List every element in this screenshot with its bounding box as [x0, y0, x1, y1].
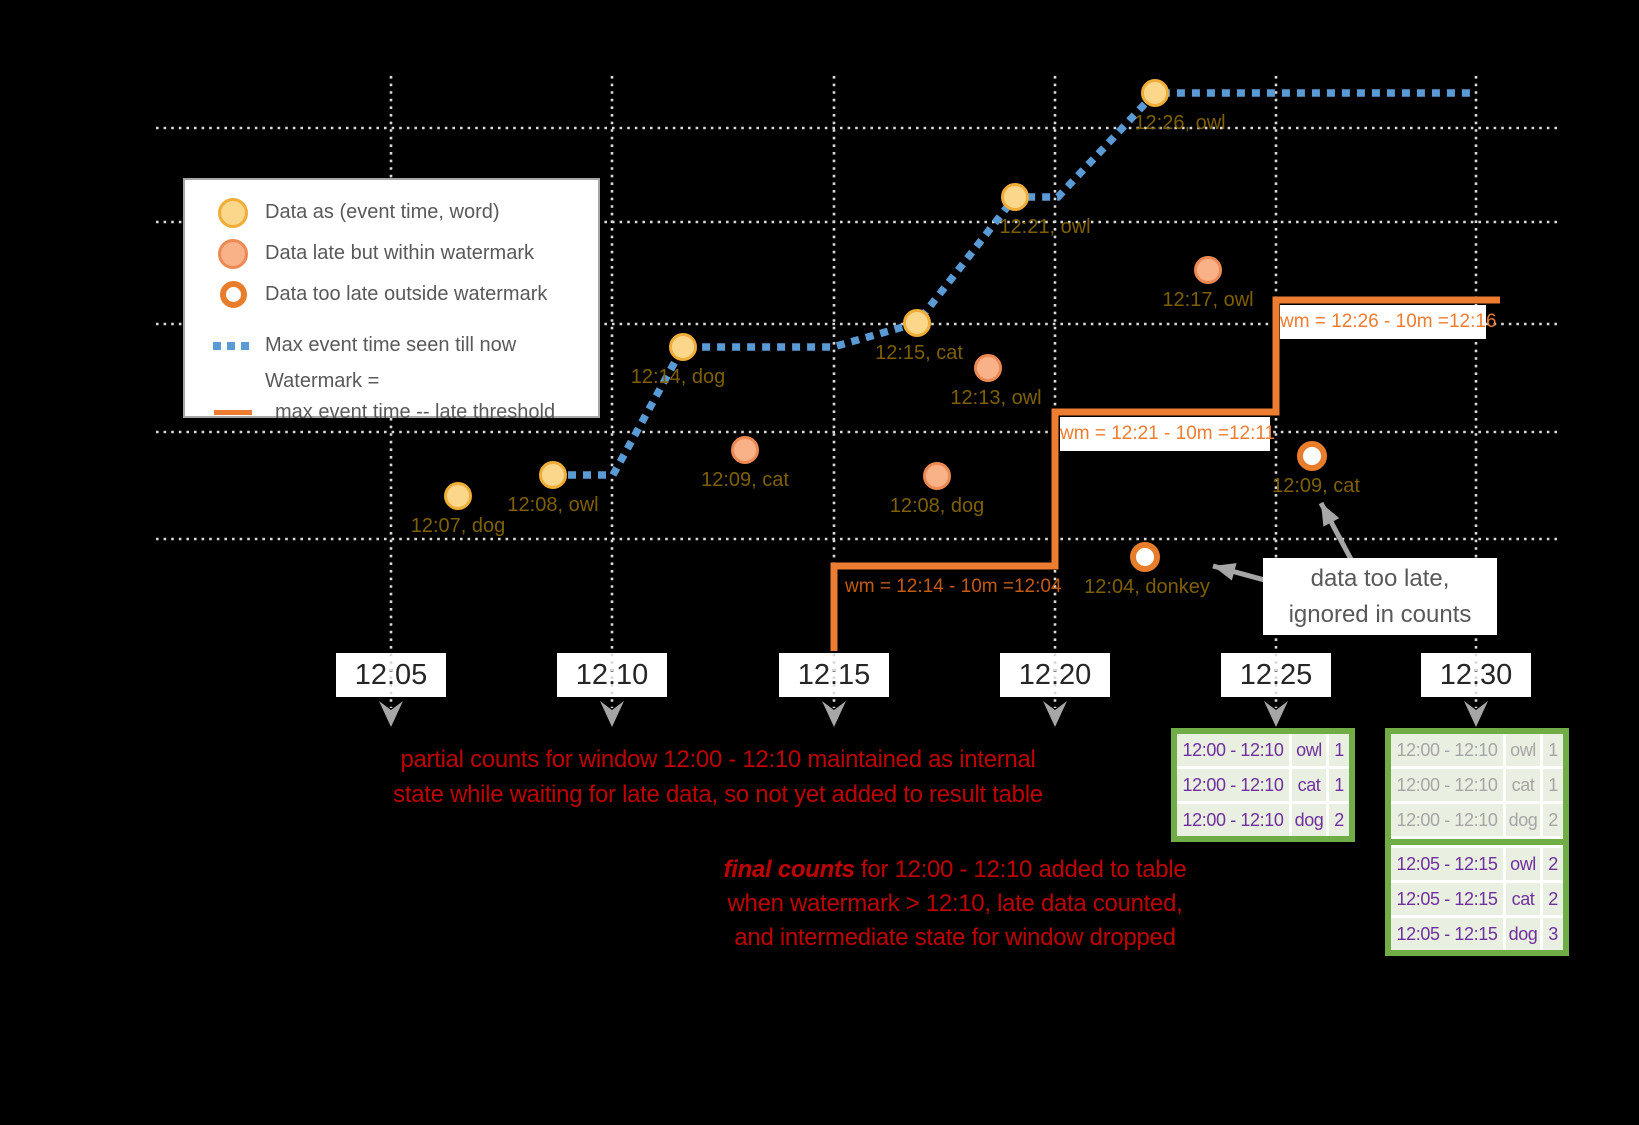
data-point-too-late [1130, 542, 1160, 572]
callout-arrowhead-icon [1213, 563, 1237, 581]
x-axis-label: 12:10 [557, 653, 667, 697]
data-point-label: 12:08, owl [507, 494, 598, 516]
callout-arrowhead-icon [1321, 503, 1340, 527]
data-point-late [923, 462, 951, 490]
data-point-label: 12:07, dog [411, 515, 506, 537]
data-point-late [1194, 256, 1222, 284]
data-point-on-time [669, 333, 697, 361]
x-axis-label: 12:15 [779, 653, 889, 697]
data-point-label: 12:14, dog [631, 366, 726, 388]
data-point-label: 12:08, dog [890, 495, 985, 517]
data-point-label: 12:17, owl [1162, 289, 1253, 311]
data-point-on-time [1141, 79, 1169, 107]
data-point-late [974, 354, 1002, 382]
x-axis-arrowhead-icon [1043, 701, 1067, 727]
x-axis-arrowhead-icon [600, 701, 624, 727]
data-point-label: 12:09, cat [701, 469, 789, 491]
max-event-time-line [553, 89, 1477, 479]
data-point-label: 12:26, owl [1134, 112, 1225, 134]
watermark-line [830, 296, 1500, 651]
data-point-on-time [444, 482, 472, 510]
data-point-label: 12:09, cat [1272, 475, 1360, 497]
x-axis-arrowhead-icon [379, 701, 403, 727]
x-axis-arrowhead-icon [1264, 701, 1288, 727]
data-point-label: 12:21, owl [999, 216, 1090, 238]
data-point-label: 12:15, cat [875, 342, 963, 364]
x-axis-arrowhead-icon [1464, 701, 1488, 727]
data-point-label: 12:13, owl [950, 387, 1041, 409]
data-point-label: 12:04, donkey [1084, 576, 1210, 598]
x-axis-label: 12:05 [336, 653, 446, 697]
data-point-on-time [1001, 183, 1029, 211]
data-point-too-late [1297, 441, 1327, 471]
data-point-on-time [903, 309, 931, 337]
x-axis-arrowhead-icon [822, 701, 846, 727]
data-point-on-time [539, 461, 567, 489]
data-point-late [731, 436, 759, 464]
